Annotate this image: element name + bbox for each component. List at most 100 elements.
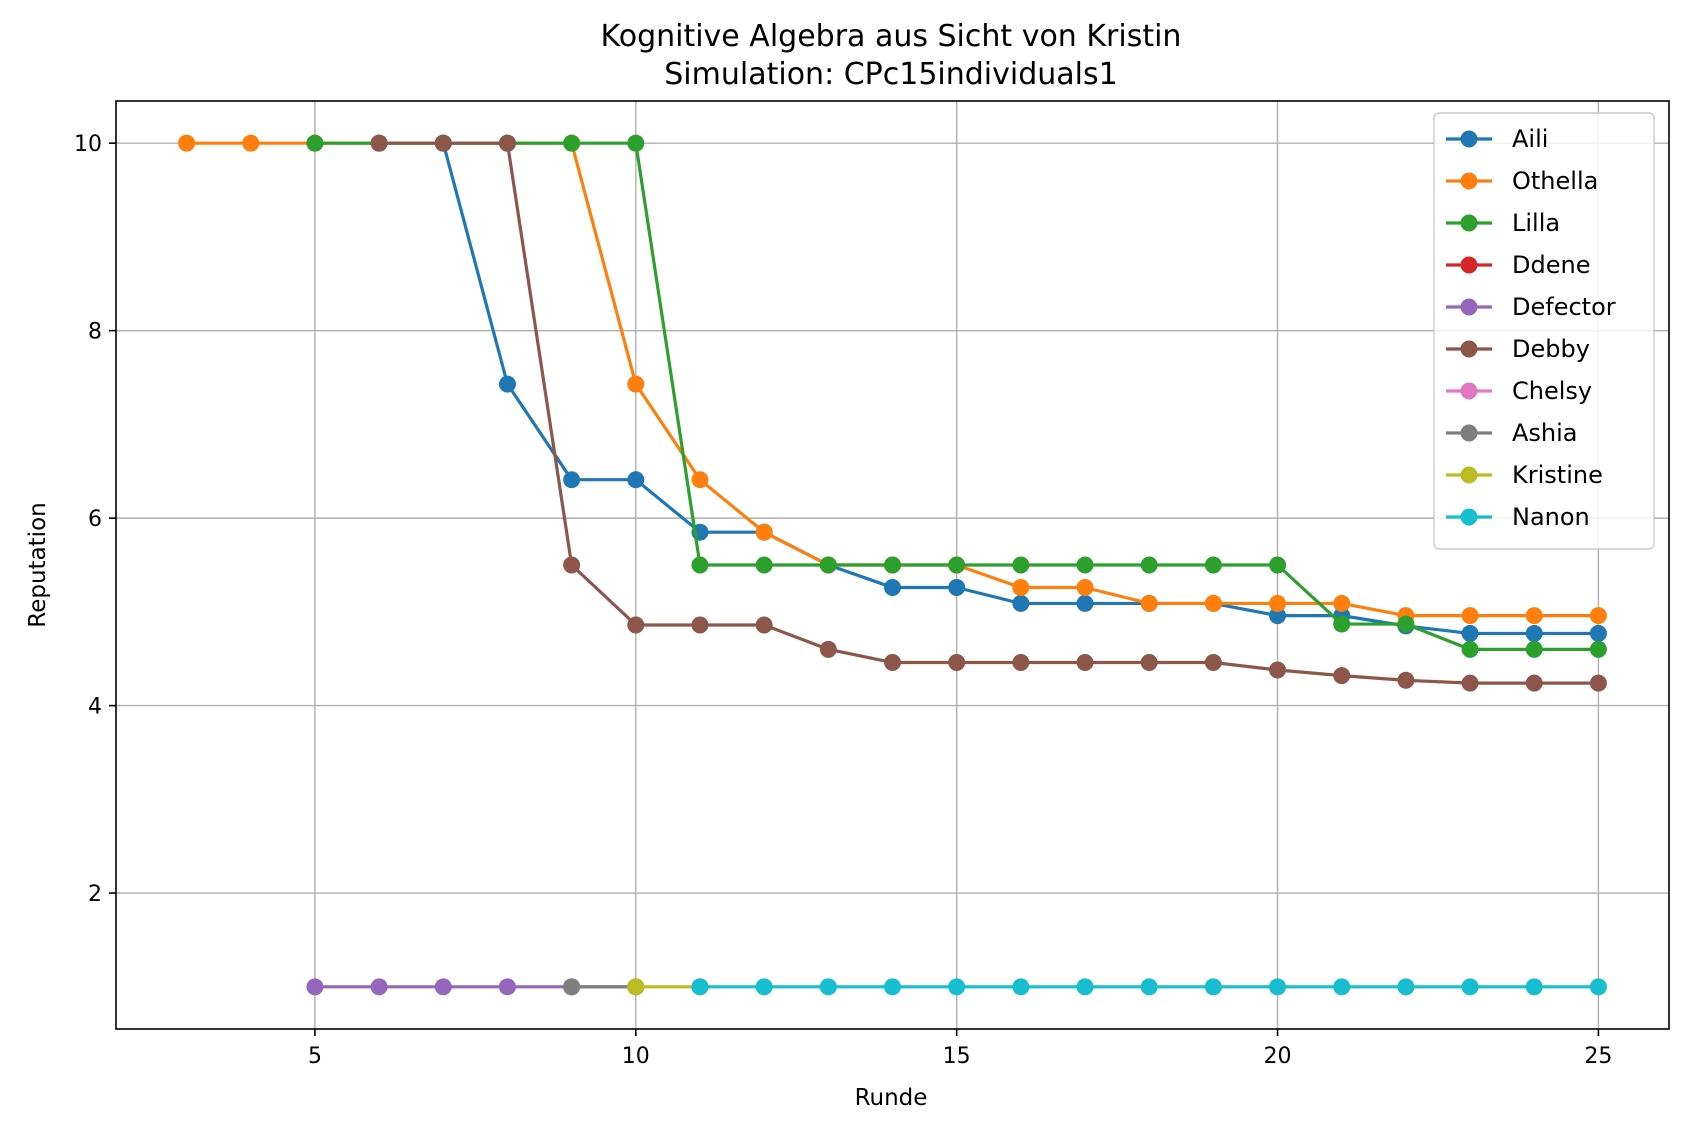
data-point [884, 578, 901, 596]
data-point [819, 556, 837, 574]
legend-marker [1460, 382, 1478, 400]
data-point [1461, 624, 1479, 642]
x-tick-label: 10 [622, 1044, 650, 1069]
data-point [1269, 661, 1287, 679]
legend-marker [1460, 340, 1478, 358]
data-point [1076, 653, 1094, 671]
series-debby [370, 134, 1607, 692]
data-point [1076, 594, 1094, 612]
data-point [1333, 667, 1351, 685]
data-point [1525, 607, 1543, 625]
legend-label: Lilla [1512, 209, 1560, 237]
data-point [948, 653, 966, 671]
data-point [627, 134, 645, 152]
data-point [1076, 978, 1094, 996]
data-point [948, 578, 966, 596]
data-point [1269, 978, 1287, 996]
series-line [379, 141, 1599, 685]
data-point [819, 640, 837, 658]
data-point [627, 375, 645, 393]
data-point [498, 134, 516, 152]
plot-frame [115, 100, 1670, 1030]
data-point [1012, 556, 1030, 574]
data-point [1012, 653, 1030, 671]
data-point [306, 978, 324, 996]
data-point [691, 556, 709, 574]
data-point [1525, 674, 1543, 692]
data-point [1333, 594, 1351, 612]
legend-item: Ddene [1446, 251, 1590, 279]
data-point [1397, 978, 1415, 996]
series-lilla [306, 134, 1607, 658]
legend-item: Chelsy [1446, 377, 1592, 405]
data-point [1012, 578, 1030, 596]
legend-marker [1460, 466, 1478, 484]
data-point [242, 134, 260, 152]
legend-label: Defector [1512, 293, 1616, 321]
data-point [948, 556, 966, 574]
data-point [755, 616, 773, 634]
legend-item: Lilla [1446, 209, 1560, 237]
data-point [1076, 578, 1094, 596]
data-point [1269, 607, 1287, 625]
legend-item: Ashia [1446, 419, 1578, 447]
data-point [884, 978, 901, 996]
data-point [1589, 674, 1607, 692]
data-point [884, 556, 901, 574]
series-group [178, 134, 1607, 996]
legend-marker [1460, 424, 1478, 442]
legend-item: Defector [1446, 293, 1616, 321]
x-axis-label: Runde [855, 1085, 928, 1111]
data-point [434, 978, 452, 996]
data-point [370, 134, 388, 152]
legend-label: Debby [1512, 335, 1590, 363]
data-point [1525, 624, 1543, 642]
data-point [1397, 671, 1415, 689]
y-tick-label: 2 [88, 882, 102, 907]
legend-item: Aili [1446, 125, 1548, 153]
data-point [1204, 978, 1222, 996]
legend-marker [1460, 298, 1478, 316]
y-axis-label: Reputation [25, 502, 51, 627]
data-point [819, 978, 837, 996]
data-point [948, 978, 966, 996]
legend-label: Nanon [1512, 503, 1590, 531]
data-point [627, 616, 645, 634]
data-point [1461, 978, 1479, 996]
legend-label: Ashia [1512, 419, 1578, 447]
data-point [691, 616, 709, 634]
data-point [1461, 640, 1479, 658]
data-point [1140, 594, 1158, 612]
data-point [1525, 640, 1543, 658]
data-point [563, 471, 581, 489]
y-tick-label: 10 [74, 132, 102, 157]
data-point [1012, 978, 1030, 996]
data-point [755, 556, 773, 574]
legend-label: Ddene [1512, 251, 1590, 279]
legend-label: Aili [1512, 125, 1548, 153]
data-point [434, 134, 452, 152]
data-point [370, 978, 388, 996]
data-point [691, 471, 709, 489]
data-point [1269, 556, 1287, 574]
legend-label: Kristine [1512, 461, 1603, 489]
legend-marker [1460, 508, 1478, 526]
data-point [1333, 978, 1351, 996]
data-point [627, 471, 645, 489]
data-point [1140, 556, 1158, 574]
y-tick-label: 4 [88, 695, 102, 720]
legend-marker [1460, 172, 1478, 190]
y-tick-label: 6 [88, 507, 102, 532]
data-point [498, 978, 516, 996]
data-point [563, 134, 581, 152]
data-point [1204, 653, 1222, 671]
data-point [1397, 615, 1415, 633]
chart-subtitle: Simulation: CPc15individuals1 [664, 57, 1117, 92]
x-tick-label: 25 [1584, 1044, 1612, 1069]
data-point [755, 523, 773, 541]
legend-item: Othella [1446, 167, 1598, 195]
data-point [563, 556, 581, 574]
data-point [884, 653, 901, 671]
legend-marker [1460, 130, 1478, 148]
data-point [1204, 556, 1222, 574]
